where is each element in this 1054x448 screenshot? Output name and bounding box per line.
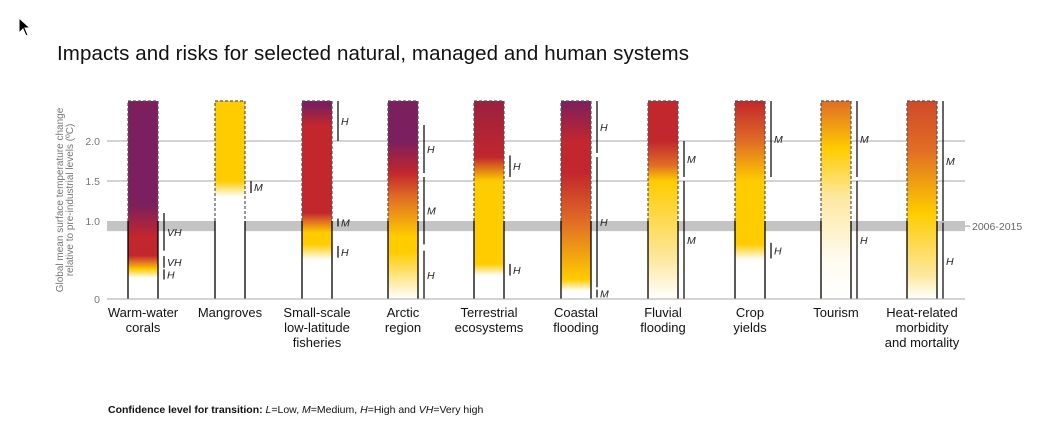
category-label: Fluvial (644, 305, 682, 320)
confidence-definition: =High and (367, 404, 419, 416)
category-label: ecosystems (455, 320, 524, 335)
reference-band (107, 221, 965, 232)
confidence-label: H (427, 270, 435, 282)
bar-future-outline (560, 100, 592, 221)
risk-bar-6 (561, 101, 591, 299)
category-label: morbidity (896, 320, 949, 335)
risk-bar-5 (474, 101, 504, 299)
category-label: Mangroves (198, 305, 263, 320)
risk-bar-7 (648, 101, 678, 299)
confidence-abbr: VH (418, 404, 434, 416)
confidence-label: M (427, 206, 436, 218)
category-label: region (385, 320, 421, 335)
confidence-label: M (600, 289, 609, 301)
y-axis-label-line-2: relative to pre-industrial levels (ºC) (65, 124, 76, 277)
confidence-label: M (687, 235, 696, 247)
bar-future-outline (387, 100, 419, 221)
risk-bar-4 (388, 101, 418, 299)
chart-title: Impacts and risks for selected natural, … (57, 42, 690, 65)
category-label: yields (733, 320, 767, 335)
confidence-label: H (513, 265, 521, 277)
risk-bar-8 (735, 101, 765, 299)
confidence-label: M (860, 134, 869, 146)
bar-future-outline (127, 100, 159, 221)
y-tick-label: 2.0 (85, 136, 100, 148)
confidence-label: H (946, 256, 954, 268)
confidence-label: H (774, 246, 782, 258)
bar-future-outline (734, 100, 766, 221)
confidence-abbr: H (360, 404, 368, 416)
confidence-label: H (427, 144, 435, 156)
mouse-cursor-icon (18, 17, 32, 37)
category-label: fisheries (293, 335, 342, 350)
category-label: Arctic (387, 305, 420, 320)
confidence-label: H (600, 122, 608, 134)
confidence-label: H (167, 269, 175, 281)
category-label: and mortality (885, 335, 960, 350)
bar-future-outline (906, 100, 938, 221)
category-label: Heat-related (886, 305, 958, 320)
risk-bar-1 (128, 101, 158, 299)
bar-future-outline (214, 100, 246, 221)
confidence-definition: =Very high (433, 404, 484, 416)
confidence-label: M (774, 134, 783, 146)
category-label: flooding (553, 320, 599, 335)
bar-future-outline (820, 100, 852, 221)
y-tick-label: 1.5 (85, 176, 100, 188)
category-label: corals (126, 320, 161, 335)
confidence-label: M (341, 218, 350, 230)
risk-bar-10 (907, 101, 937, 299)
confidence-label: H (513, 161, 521, 173)
category-label: Small-scale (283, 305, 350, 320)
category-label: Warm-water (108, 305, 179, 320)
bar-future-outline (647, 100, 679, 221)
confidence-label: H (600, 217, 608, 229)
confidence-label: H (341, 247, 349, 259)
category-label: low-latitude (284, 320, 350, 335)
confidence-legend-title: Confidence level for transition: (108, 404, 263, 416)
y-tick-label: 1.0 (85, 216, 100, 228)
confidence-label: M (687, 154, 696, 166)
confidence-definition: =Medium, (310, 404, 361, 416)
confidence-abbr: M (302, 404, 311, 416)
category-label: Coastal (554, 305, 598, 320)
confidence-label: VH (167, 257, 182, 269)
risk-bar-9 (821, 101, 851, 299)
reference-band-label: 2006-2015 (972, 221, 1022, 233)
category-label: Tourism (813, 305, 859, 320)
category-label: flooding (640, 320, 686, 335)
category-label: Crop (736, 305, 764, 320)
risk-bar-3 (302, 101, 332, 299)
confidence-abbr: L (265, 404, 272, 416)
confidence-label: M (254, 182, 263, 194)
bar-future-outline (473, 100, 505, 221)
confidence-label: VH (167, 227, 182, 239)
risk-bar-2 (215, 101, 245, 299)
confidence-definition: =Low, (271, 404, 303, 416)
confidence-label: H (341, 116, 349, 128)
confidence-label: M (946, 156, 955, 168)
y-axis-label-line-1: Global mean surface temperature change (55, 107, 66, 292)
confidence-label: H (860, 235, 868, 247)
y-tick-label: 0 (94, 294, 100, 306)
bar-future-outline (301, 100, 333, 221)
confidence-legend: Confidence level for transition: L=Low, … (108, 404, 483, 416)
category-label: Terrestrial (460, 305, 517, 320)
